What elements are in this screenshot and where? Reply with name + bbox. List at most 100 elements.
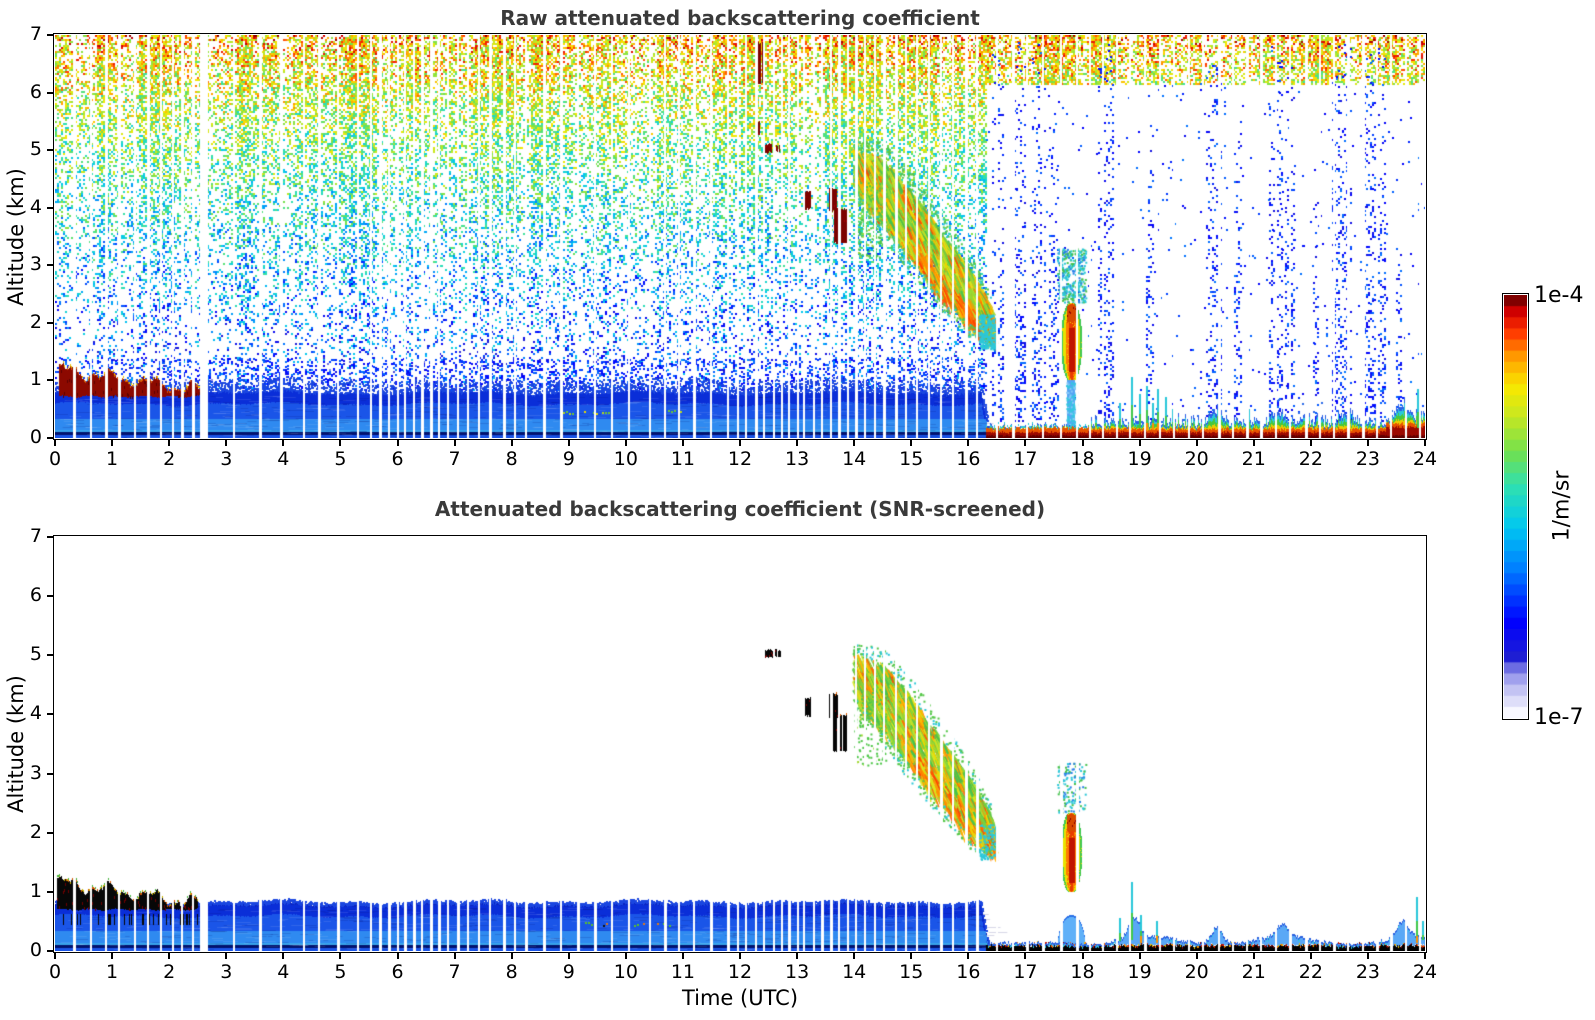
y-tick-label: 4 [29,702,42,725]
x-tick-mark [853,440,856,446]
colorbar-border [1502,293,1529,720]
x-tick-mark [111,953,114,959]
x-tick-label: 17 [1013,448,1038,470]
y-tick-label: 3 [29,253,42,276]
x-tick-mark [1309,440,1312,446]
x-tick-label: 2 [163,448,176,470]
colorbar-unit-label: 1/m/sr [1549,470,1575,542]
x-tick-mark [1424,440,1426,446]
y-tick-label: 6 [29,584,42,607]
x-tick-label: 7 [448,448,461,470]
y-tick-mark [47,437,53,439]
x-tick-mark [967,440,970,446]
x-tick-mark [1195,440,1198,446]
x-tick-mark [168,440,171,446]
y-tick-mark [47,950,53,952]
y-tick-mark [47,536,53,538]
x-tick-mark [339,953,342,959]
x-tick-mark [739,440,741,446]
y-tick-label: 0 [29,426,42,448]
x-tick-label: 8 [505,448,518,470]
colorbar-max-label: 1e-4 [1534,283,1584,308]
y-tick-label: 3 [29,761,42,784]
x-tick-label: 6 [391,961,404,983]
x-tick-mark [111,440,114,446]
x-tick-mark [567,440,570,446]
x-tick-label: 19 [1127,961,1152,983]
x-tick-label: 2 [163,961,176,983]
x-tick-label: 8 [505,961,518,983]
x-tick-mark [681,440,684,446]
x-tick-label: 21 [1241,448,1266,470]
x-tick-mark [510,953,513,959]
y-tick-mark [47,654,53,657]
x-tick-mark [967,953,970,959]
x-tick-mark [1081,440,1084,446]
x-tick-label: 4 [277,961,290,983]
y-tick-mark [47,149,53,152]
y-tick-label: 5 [29,643,42,666]
x-tick-mark [624,953,627,959]
y-tick-label: 1 [29,368,42,391]
x-tick-label: 24 [1412,448,1438,470]
raw-heatmap-canvas [55,35,1425,438]
x-tick-label: 14 [842,961,867,983]
y-tick-label: 7 [29,525,42,547]
x-tick-mark [1366,953,1369,959]
x-tick-mark [853,953,856,959]
y-tick-label: 0 [29,939,42,961]
x-tick-label: 9 [562,448,575,470]
x-tick-label: 13 [784,961,810,983]
x-tick-mark [225,440,228,446]
x-tick-mark [510,440,513,446]
x-tick-mark [567,953,570,959]
y-tick-mark [47,831,53,834]
y-tick-mark [47,772,53,775]
x-tick-label: 19 [1127,448,1152,470]
y-tick-label: 7 [29,23,42,45]
y-tick-mark [47,91,53,94]
x-tick-label: 14 [842,448,867,470]
y-tick-label: 1 [29,879,42,902]
x-tick-label: 0 [48,961,62,983]
raw-panel-title: Raw attenuated backscattering coefficien… [500,6,980,30]
x-tick-label: 24 [1412,961,1438,983]
x-tick-mark [1024,440,1027,446]
x-tick-label: 4 [277,448,290,470]
x-tick-label: 15 [899,961,924,983]
y-tick-label: 2 [29,310,42,333]
x-tick-label: 18 [1070,448,1095,470]
x-tick-label: 17 [1013,961,1038,983]
x-tick-mark [1366,440,1369,446]
x-tick-mark [1081,953,1084,959]
x-tick-label: 1 [106,961,119,983]
x-tick-label: 10 [613,448,638,470]
x-tick-mark [796,440,799,446]
x-tick-mark [681,953,684,959]
x-tick-mark [54,440,56,446]
x-axis-label: Time (UTC) [681,986,799,1010]
x-tick-label: 7 [448,961,461,983]
x-tick-mark [339,440,342,446]
y-tick-label: 5 [29,138,42,161]
x-tick-label: 0 [48,448,62,470]
x-tick-label: 12 [727,961,753,983]
x-tick-mark [796,953,799,959]
x-tick-mark [1252,440,1255,446]
x-tick-mark [1195,953,1198,959]
x-tick-label: 22 [1298,961,1323,983]
x-tick-mark [396,953,399,959]
screened-panel-title: Attenuated backscattering coefficient (S… [434,497,1046,521]
x-tick-mark [1424,953,1426,959]
x-tick-label: 20 [1184,961,1209,983]
y-tick-mark [47,321,53,324]
x-tick-mark [910,953,913,959]
x-tick-mark [168,953,171,959]
y-tick-label: 4 [29,195,42,218]
x-tick-label: 18 [1070,961,1095,983]
x-tick-mark [1252,953,1255,959]
x-tick-mark [453,953,456,959]
x-tick-label: 16 [956,448,981,470]
x-tick-mark [282,440,285,446]
